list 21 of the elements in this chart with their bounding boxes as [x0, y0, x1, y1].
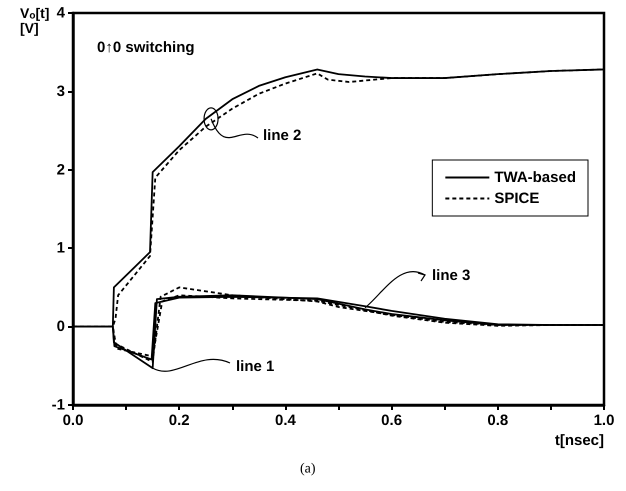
y-axis-title: Vo[t] [V]: [20, 5, 50, 36]
annotation: line 2: [263, 127, 302, 144]
annotation: line 1: [236, 358, 274, 375]
text: (a): [300, 462, 316, 476]
y-tick-label: 3: [56, 82, 65, 100]
x-tick-label: 0.6: [381, 412, 402, 429]
y-tick-label: 0: [56, 318, 65, 336]
x-tick-label: 0.4: [274, 412, 296, 429]
y-tick-label: 4: [56, 4, 66, 22]
annotation: line 3: [432, 267, 470, 284]
legend-label: SPICE: [494, 190, 540, 207]
annotation: 0↑0 switching: [97, 39, 195, 56]
x-axis-title: t[nsec]: [554, 432, 604, 449]
x-tick-label: 0.2: [168, 412, 190, 429]
x-tick-label: 0.0: [62, 412, 84, 429]
y-tick-label: 2: [56, 161, 65, 178]
legend-label: TWA-based: [494, 169, 576, 186]
x-tick-label: 0.8: [487, 412, 508, 429]
y-tick-label: 1: [56, 240, 65, 257]
x-tick-label: 1.0: [594, 412, 614, 429]
y-tick-label: -1: [52, 396, 65, 414]
